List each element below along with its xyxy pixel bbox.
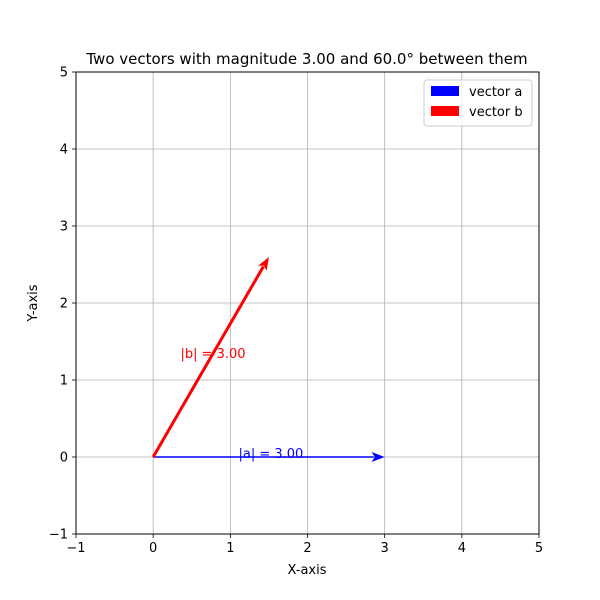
legend-label-b: vector b [469,105,523,120]
x-tick-label: −1 [66,541,85,556]
vector-shaft [151,265,265,458]
y-tick-label: 5 [60,66,68,81]
axis-ticks [72,71,540,538]
x-tick-label: 0 [149,541,157,556]
legend-swatch-b [431,106,459,116]
vector-b-magnitude-label: |b| = 3.00 [180,347,245,362]
legend: vector a vector b [423,79,533,127]
vector-annotations: |a| = 3.00 |b| = 3.00 [180,347,303,462]
x-tick-label: 4 [458,541,466,556]
vector-arrowhead [258,256,269,271]
x-axis-label: X-axis [288,563,327,578]
vector-a [153,452,385,462]
legend-label-a: vector a [469,85,522,100]
x-tick-label: 5 [535,541,543,556]
y-tick-label: −1 [49,528,68,543]
vector-arrowhead [371,452,385,462]
x-tick-label: 2 [303,541,311,556]
vector-b [151,256,269,458]
y-tick-label: 3 [60,220,68,235]
y-axis-label: Y-axis [26,284,41,322]
axis-tick-labels: −1 0 1 2 3 4 5 −1 0 1 2 3 4 5 [49,66,543,557]
legend-swatch-a [431,86,459,96]
y-tick-label: 4 [60,143,68,158]
vectors [151,256,385,462]
chart-title: Two vectors with magnitude 3.00 and 60.0… [85,50,527,68]
y-tick-label: 2 [60,297,68,312]
y-tick-label: 1 [60,374,68,389]
y-tick-label: 0 [60,451,68,466]
vector-a-magnitude-label: |a| = 3.00 [238,447,303,462]
x-tick-label: 3 [381,541,389,556]
x-tick-label: 1 [226,541,234,556]
